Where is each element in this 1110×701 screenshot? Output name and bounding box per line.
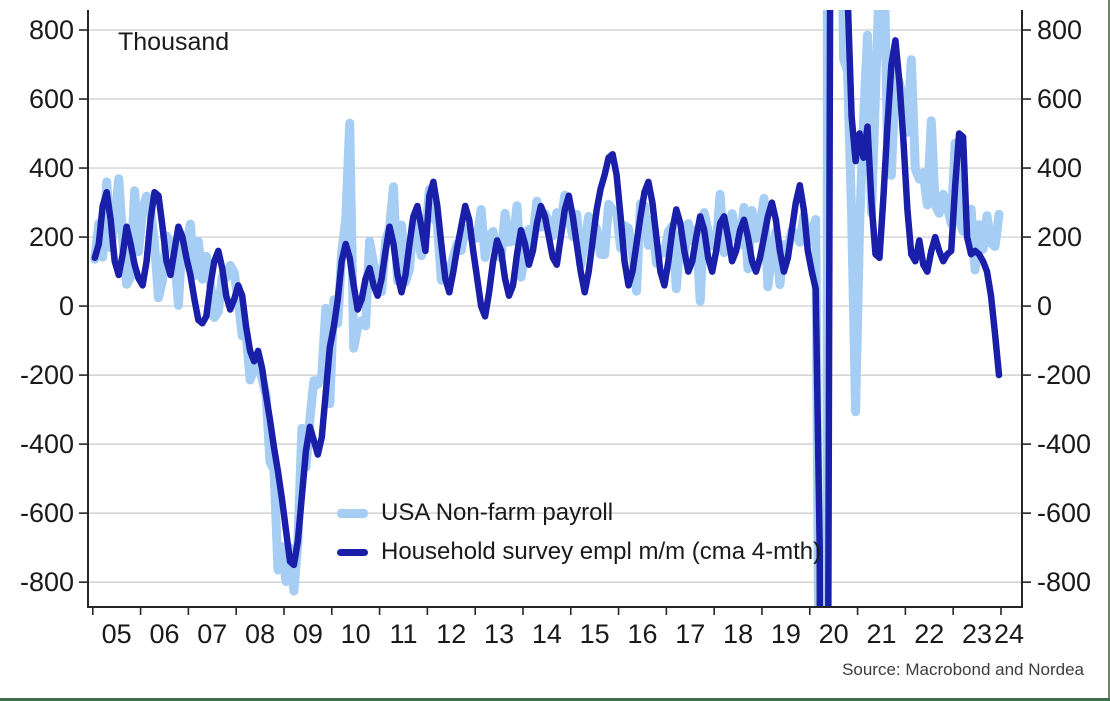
- x-tick-label-06: 06: [149, 619, 179, 649]
- y-tick-label-left--400: -400: [20, 429, 74, 459]
- legend-label-nfp: USA Non-farm payroll: [381, 499, 614, 526]
- y-tick-label-right--200: -200: [1037, 360, 1091, 390]
- legend: USA Non-farm payroll Household survey em…: [337, 499, 821, 577]
- y-tick-label-left-200: 200: [29, 222, 74, 252]
- nfp-line-swatch-icon: [337, 508, 368, 518]
- y-tick-label-right-800: 800: [1037, 15, 1082, 45]
- x-tick-label-14: 14: [532, 619, 562, 649]
- x-tick-label-09: 09: [293, 619, 323, 649]
- x-tick-label-11: 11: [389, 619, 417, 649]
- series-line-nfp: [90, 10, 1004, 607]
- x-tick-label-21: 21: [866, 619, 896, 649]
- series-line-household: [91, 10, 1003, 607]
- y-tick-label-right--800: -800: [1037, 567, 1091, 597]
- y-tick-label-right-200: 200: [1037, 222, 1082, 252]
- x-tick-label-13: 13: [484, 619, 514, 649]
- x-tick-label-07: 07: [197, 619, 227, 649]
- x-tick-label-19: 19: [771, 619, 801, 649]
- y-tick-label-left--600: -600: [20, 498, 74, 528]
- y-tick-label-left-0: 0: [59, 291, 74, 321]
- source-attribution: Source: Macrobond and Nordea: [842, 660, 1084, 679]
- y-tick-label-right--400: -400: [1037, 429, 1091, 459]
- y-tick-label-left--800: -800: [20, 567, 74, 597]
- x-tick-label-17: 17: [675, 619, 705, 649]
- x-tick-label-10: 10: [341, 619, 371, 649]
- window-right-border: [1108, 0, 1110, 701]
- x-tick-label-20: 20: [819, 619, 849, 649]
- y-tick-label-left--200: -200: [20, 360, 74, 390]
- x-tick-label-15: 15: [580, 619, 610, 649]
- x-tick-label-18: 18: [723, 619, 753, 649]
- x-tick-label-22: 22: [914, 619, 944, 649]
- y-tick-label-left-600: 600: [29, 84, 74, 114]
- legend-item-nfp: USA Non-farm payroll: [337, 499, 821, 528]
- y-tick-label-left-400: 400: [29, 153, 74, 183]
- y-tick-label-right--600: -600: [1037, 498, 1091, 528]
- legend-label-household: Household survey empl m/m (cma 4-mth): [381, 537, 822, 565]
- window-bottom-border: [0, 698, 1110, 701]
- x-tick-label-24: 24: [994, 619, 1024, 649]
- x-tick-label-12: 12: [436, 619, 466, 649]
- chart-unit-label: Thousand: [118, 28, 230, 56]
- legend-item-household: Household survey empl m/m (cma 4-mth): [337, 538, 821, 567]
- y-tick-label-right-0: 0: [1037, 291, 1052, 321]
- x-tick-label-16: 16: [627, 619, 657, 649]
- y-tick-label-left-800: 800: [29, 15, 74, 45]
- x-tick-label-08: 08: [245, 619, 275, 649]
- y-tick-label-right-600: 600: [1037, 84, 1082, 114]
- household-line-swatch-icon: [337, 548, 368, 556]
- x-tick-label-23: 23: [962, 619, 992, 649]
- y-tick-label-right-400: 400: [1037, 153, 1082, 183]
- x-tick-label-05: 05: [102, 619, 132, 649]
